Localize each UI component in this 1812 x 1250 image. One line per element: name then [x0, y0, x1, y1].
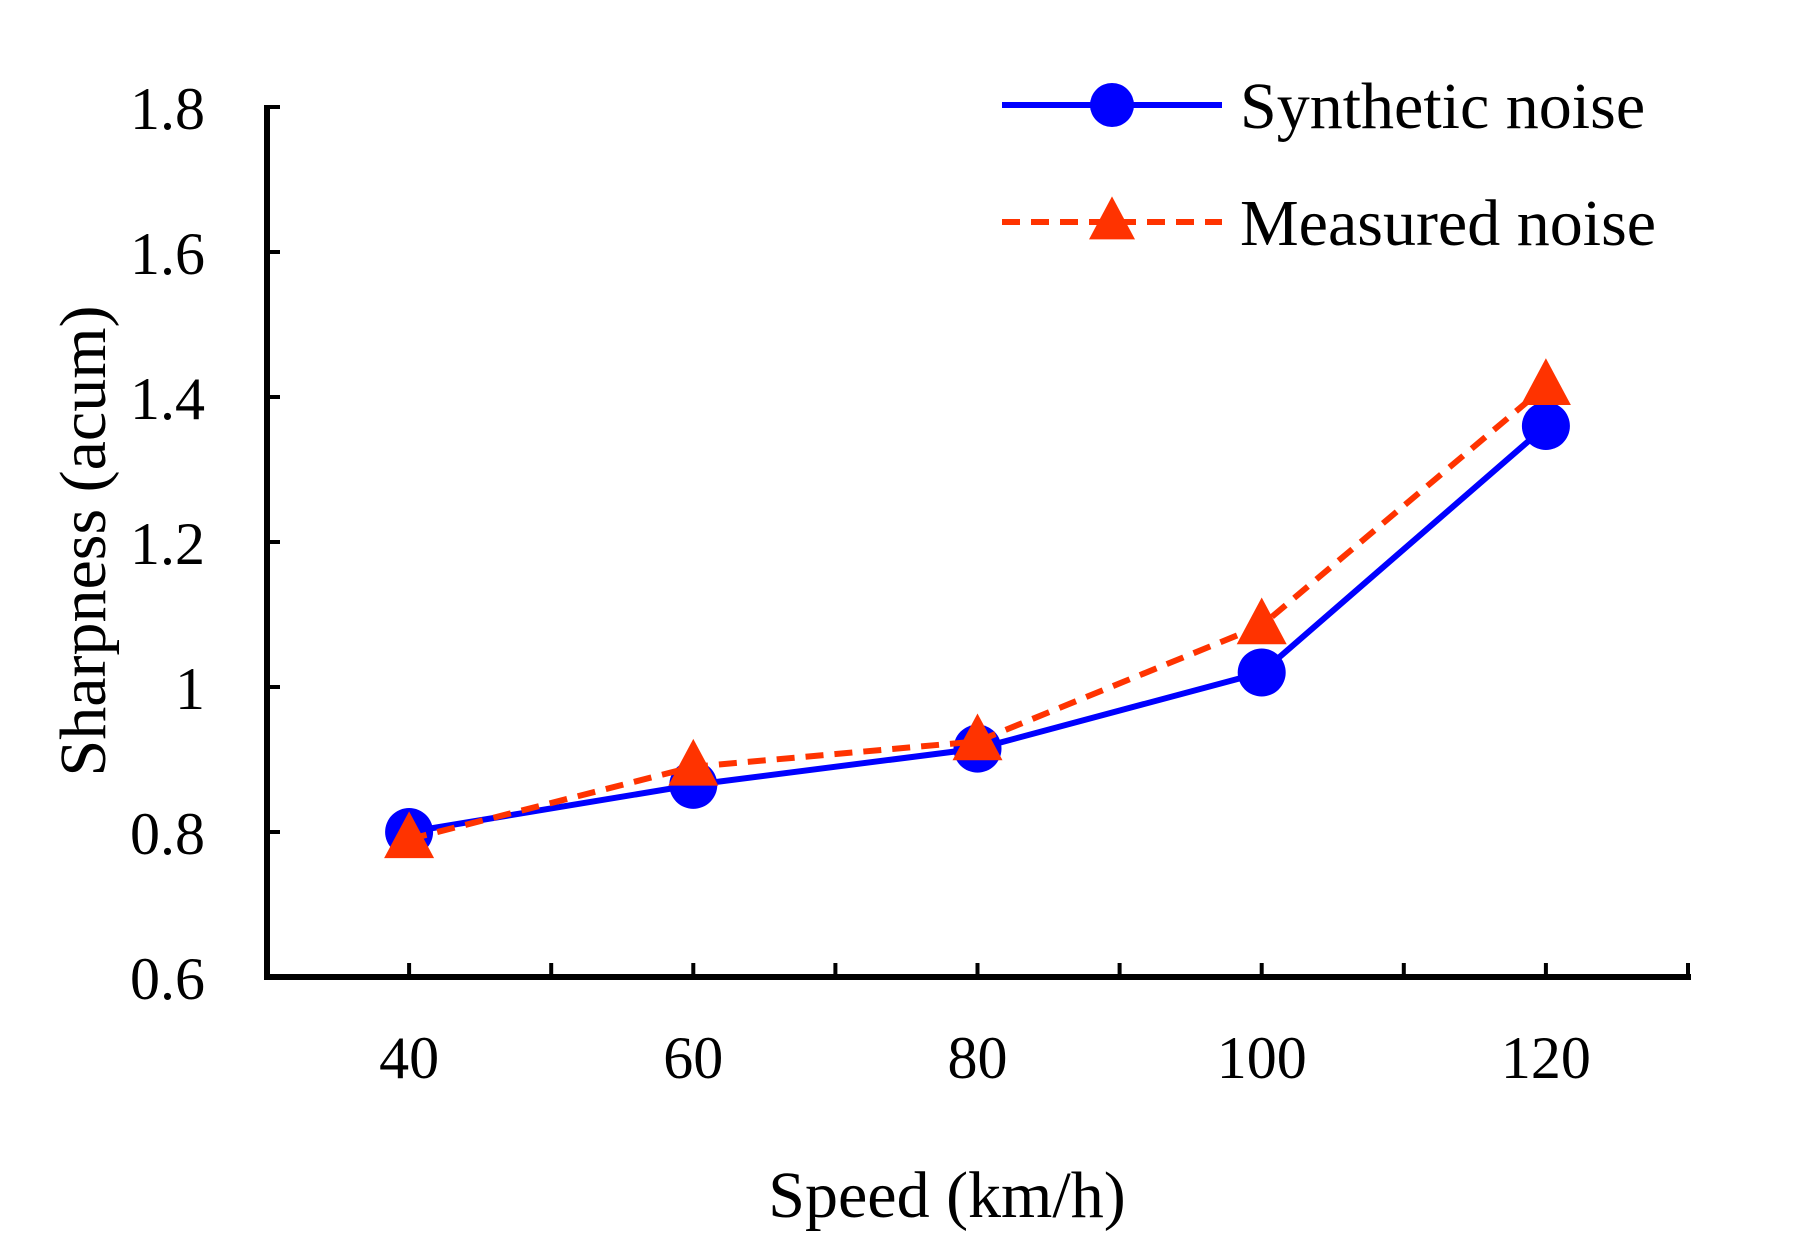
legend: Synthetic noise Measured noise	[1002, 70, 1656, 260]
y-tick-label: 1.8	[130, 76, 205, 142]
data-point-circle	[1237, 648, 1286, 697]
series	[384, 358, 1571, 859]
data-point-triangle	[952, 713, 1003, 761]
y-tick-label: 1.6	[130, 221, 205, 287]
series-synthetic-noise	[385, 402, 1570, 856]
x-tick-label: 120	[1501, 1025, 1591, 1091]
legend-entry-measured-noise: Measured noise	[1002, 187, 1656, 260]
y-tick-label: 0.8	[130, 801, 205, 867]
legend-label: Synthetic noise	[1240, 70, 1645, 143]
x-tick-label: 60	[663, 1025, 723, 1091]
data-point-triangle	[384, 811, 435, 859]
y-tick-label: 0.6	[130, 946, 205, 1012]
y-tick-label: 1	[175, 656, 205, 722]
y-axis-label: Sharpness (acum)	[47, 305, 120, 776]
x-tick-label: 80	[948, 1025, 1008, 1091]
series-measured-noise	[384, 358, 1571, 859]
data-point-triangle	[1236, 597, 1287, 645]
data-point-circle	[1521, 402, 1570, 450]
legend-marker-circle	[1090, 83, 1134, 127]
x-tick-label: 100	[1217, 1025, 1307, 1091]
x-axis-label: Speed (km/h)	[768, 1159, 1125, 1232]
tick-marks	[265, 105, 1690, 979]
legend-marker-triangle	[1089, 196, 1135, 240]
legend-entry-synthetic-noise: Synthetic noise	[1002, 70, 1645, 143]
data-point-triangle	[668, 738, 719, 786]
tick-labels: 0.6 0.8 1 1.2 1.4 1.6 1.8 40 60 80 100 120	[130, 76, 1591, 1091]
y-tick-label: 1.2	[130, 511, 205, 577]
x-tick-label: 40	[379, 1025, 439, 1091]
y-tick-label: 1.4	[130, 366, 205, 432]
legend-label: Measured noise	[1240, 187, 1656, 260]
data-point-triangle	[1520, 358, 1571, 406]
